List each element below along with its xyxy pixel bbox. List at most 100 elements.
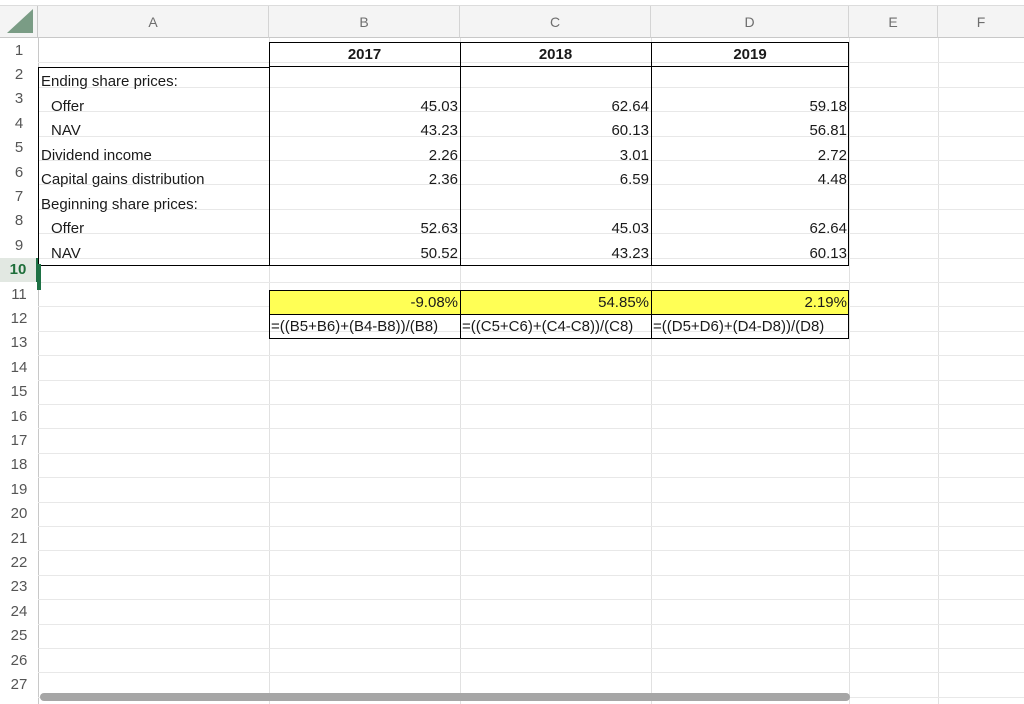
row-header-13[interactable]: 13	[10, 334, 28, 352]
row-header-12[interactable]: 12	[10, 310, 28, 328]
horizontal-scrollbar[interactable]	[40, 693, 850, 701]
row-grid-line	[38, 550, 1024, 552]
formula-b12[interactable]: =((B5+B6)+(B4-B8))/(B8)	[271, 317, 439, 335]
label-beginning-share-prices[interactable]: Beginning share prices:	[41, 195, 198, 213]
row-grid-line	[38, 233, 1024, 235]
cell-d8[interactable]: 62.64	[809, 219, 847, 237]
cell-b8[interactable]: 52.63	[420, 219, 458, 237]
row-grid-line	[38, 477, 1024, 479]
label-ending-nav[interactable]: NAV	[51, 121, 81, 139]
label-ending-offer[interactable]: Offer	[51, 97, 85, 115]
cell-d4[interactable]: 56.81	[809, 121, 847, 139]
row-header-8[interactable]: 8	[14, 212, 24, 230]
column-header-c[interactable]: C	[460, 6, 651, 38]
header-2017[interactable]: 2017	[347, 45, 382, 63]
cell-b6[interactable]: 2.36	[428, 170, 458, 188]
row-grid-line	[38, 330, 1024, 332]
cell-d9[interactable]: 60.13	[809, 244, 847, 262]
row-grid-line	[38, 160, 1024, 161]
cell-c3[interactable]: 62.64	[611, 97, 649, 115]
cell-d3[interactable]: 59.18	[809, 97, 847, 115]
row-grid-line	[38, 623, 1024, 625]
row-grid-line	[38, 404, 1024, 405]
row-header-26[interactable]: 26	[10, 651, 28, 669]
row-header-23[interactable]: 23	[10, 578, 28, 596]
row-header-1[interactable]: 1	[14, 41, 24, 59]
row-header-9[interactable]: 9	[14, 236, 24, 254]
cell-c4[interactable]: 60.13	[611, 121, 649, 139]
row-header-6[interactable]: 6	[14, 163, 24, 181]
row-header-4[interactable]: 4	[14, 114, 24, 132]
row-grid-line	[38, 526, 1024, 527]
row-header-25[interactable]: 25	[10, 627, 28, 645]
row-grid-line	[38, 111, 1024, 113]
row-header-17[interactable]: 17	[10, 432, 28, 450]
cell-c9[interactable]: 43.23	[611, 244, 649, 262]
row-grid-line	[38, 257, 1024, 259]
row-header-10[interactable]: 10	[0, 257, 38, 282]
cell-b3[interactable]: 45.03	[420, 97, 458, 115]
grid-line	[651, 38, 652, 704]
label-ending-share-prices[interactable]: Ending share prices:	[41, 72, 178, 90]
row-header-27[interactable]: 27	[10, 676, 28, 694]
header-2019[interactable]: 2019	[733, 45, 767, 63]
cell-d6[interactable]: 4.48	[817, 170, 847, 188]
formula-d12[interactable]: =((D5+D6)+(D4-D8))/(D8)	[653, 317, 825, 335]
cell-c8[interactable]: 45.03	[611, 219, 649, 237]
row-header-7[interactable]: 7	[14, 188, 24, 206]
row-header-22[interactable]: 22	[10, 554, 28, 572]
row-grid-line	[38, 282, 1024, 283]
row-header-19[interactable]: 19	[10, 480, 28, 498]
grid-line	[460, 38, 461, 704]
header-2018[interactable]: 2018	[538, 45, 573, 63]
row-grid-line	[38, 86, 1024, 88]
row-header-20[interactable]: 20	[10, 505, 28, 523]
result-d11[interactable]: 2.19%	[804, 293, 847, 311]
row-grid-line	[38, 62, 1024, 64]
cell-b4[interactable]: 43.23	[420, 121, 458, 139]
row-header-15[interactable]: 15	[10, 383, 28, 401]
toolbar-edge	[0, 0, 1024, 6]
cell-c6[interactable]: 6.59	[619, 170, 649, 188]
grid-line	[938, 38, 939, 704]
result-b11[interactable]: -9.08%	[410, 293, 458, 311]
row-grid-line	[38, 428, 1024, 430]
row-grid-line	[38, 599, 1024, 601]
row-header-18[interactable]: 18	[10, 456, 28, 474]
label-dividend-income[interactable]: Dividend income	[41, 146, 152, 164]
cell-c5[interactable]: 3.01	[619, 146, 649, 164]
row-grid-line	[38, 452, 1024, 454]
row-header-11[interactable]: 11	[11, 285, 27, 303]
row-header-3[interactable]: 3	[14, 90, 24, 108]
row-header-divider	[38, 38, 39, 704]
grid-line	[849, 38, 850, 704]
column-header-b[interactable]: B	[269, 6, 460, 38]
label-beginning-nav[interactable]: NAV	[51, 244, 81, 262]
row-grid-line	[38, 135, 1024, 137]
cell-b5[interactable]: 2.26	[428, 146, 458, 164]
row-header-2[interactable]: 2	[14, 66, 24, 84]
row-header-24[interactable]: 24	[10, 602, 28, 620]
formula-c12[interactable]: =((C5+C6)+(C4-C8))/(C8)	[462, 317, 634, 335]
row-grid-line	[38, 648, 1024, 649]
column-header-f[interactable]: F	[938, 6, 1024, 38]
row-header-5[interactable]: 5	[14, 139, 24, 157]
label-capital-gains-distribution[interactable]: Capital gains distribution	[41, 170, 205, 188]
row-header-21[interactable]: 21	[10, 529, 28, 547]
row-header-14[interactable]: 14	[10, 358, 28, 376]
column-header-e[interactable]: E	[849, 6, 938, 38]
row-header-16[interactable]: 16	[10, 407, 28, 425]
column-header-d[interactable]: D	[651, 6, 849, 38]
cell-d5[interactable]: 2.72	[817, 146, 847, 164]
select-all-corner[interactable]	[0, 6, 38, 38]
row-grid-line	[38, 672, 1024, 674]
row-grid-line	[38, 379, 1024, 381]
row-grid-line	[38, 501, 1024, 503]
column-header-a[interactable]: A	[38, 6, 269, 38]
cell-b9[interactable]: 50.52	[420, 244, 458, 262]
label-beginning-offer[interactable]: Offer	[51, 219, 85, 237]
result-c11[interactable]: 54.85%	[598, 293, 649, 311]
highlight-fill	[270, 290, 849, 314]
row-grid-line	[38, 574, 1024, 576]
